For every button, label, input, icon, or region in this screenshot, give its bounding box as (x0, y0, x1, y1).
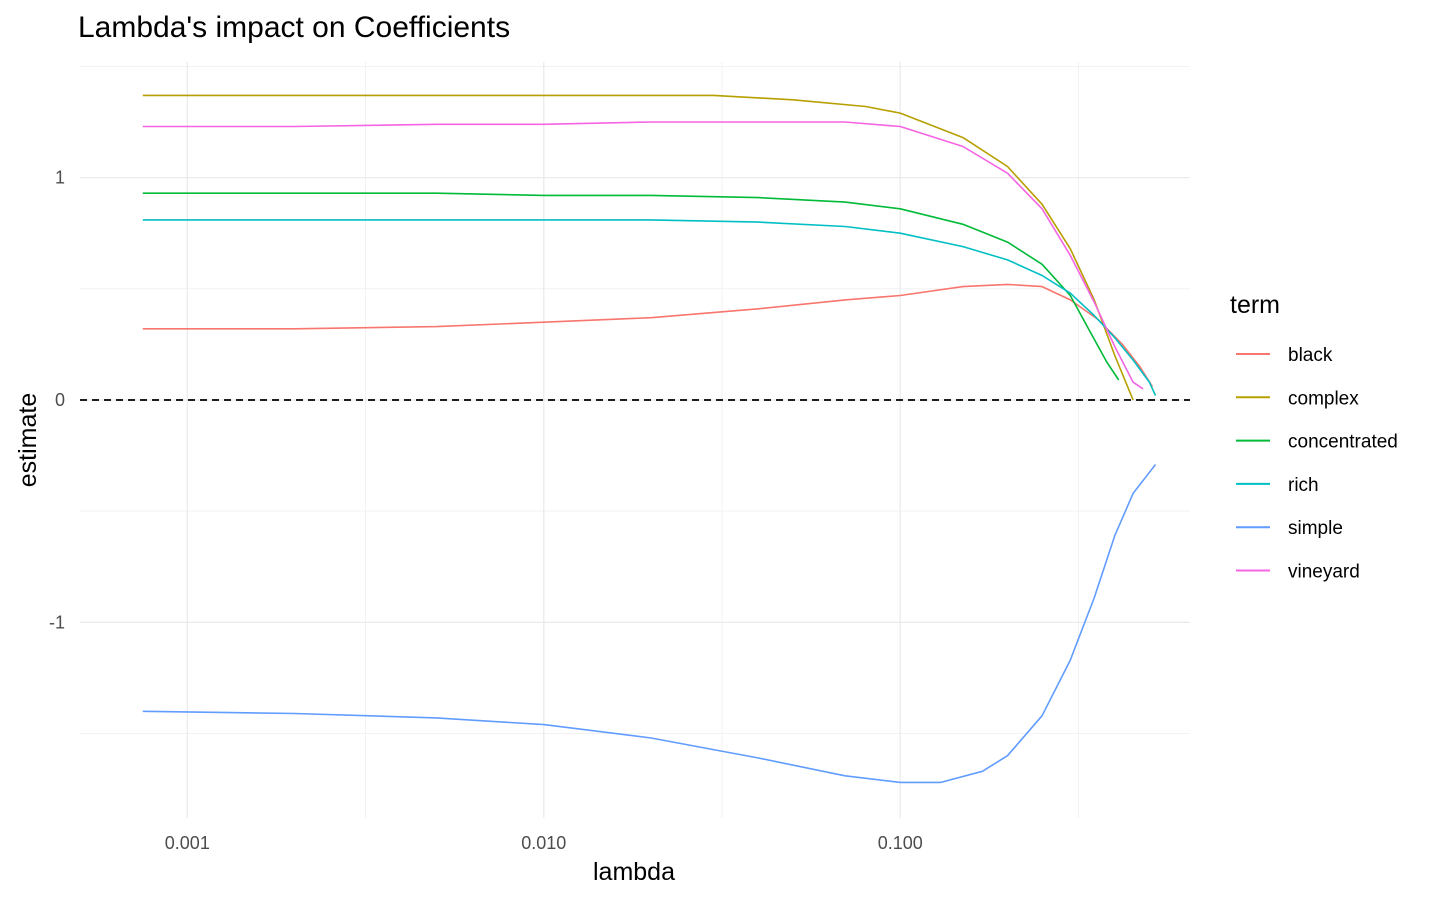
x-tick-labels: 0.001 0.010 0.100 (165, 833, 923, 853)
series-line-rich (142, 219, 1157, 396)
legend-label-concentrated: concentrated (1288, 432, 1398, 453)
series-line-black (142, 283, 1154, 388)
series-line-concentrated (142, 192, 1120, 381)
x-axis-title: lambda (593, 858, 675, 886)
legend-label-complex: complex (1288, 388, 1359, 409)
x-tick-label: 0.010 (521, 833, 566, 853)
legend-label-rich: rich (1288, 475, 1319, 496)
legend-label-vineyard: vineyard (1288, 562, 1360, 583)
x-tick-label: 0.100 (878, 833, 923, 853)
series-lines (142, 94, 1157, 784)
series-line-simple (142, 464, 1157, 784)
legend-items: black complex concentrated rich simple vineya… (1236, 345, 1398, 583)
legend-label-simple: simple (1288, 518, 1343, 539)
legend-label-black: black (1288, 345, 1333, 366)
y-tick-labels: -1 0 1 (49, 168, 65, 633)
series-line-complex (142, 94, 1134, 401)
legend: term black complex concentrated rich simple v… (1230, 291, 1398, 583)
y-tick-label: -1 (49, 612, 65, 632)
y-axis-title: estimate (14, 393, 42, 487)
grid-minor (80, 62, 1190, 818)
series-line-vineyard (142, 121, 1144, 390)
legend-title: term (1230, 291, 1280, 319)
chart-title: Lambda's impact on Coefficients (78, 11, 511, 44)
grid-major (80, 62, 1190, 818)
y-tick-label: 1 (55, 168, 65, 188)
x-tick-label: 0.001 (165, 833, 210, 853)
y-tick-label: 0 (55, 390, 65, 410)
